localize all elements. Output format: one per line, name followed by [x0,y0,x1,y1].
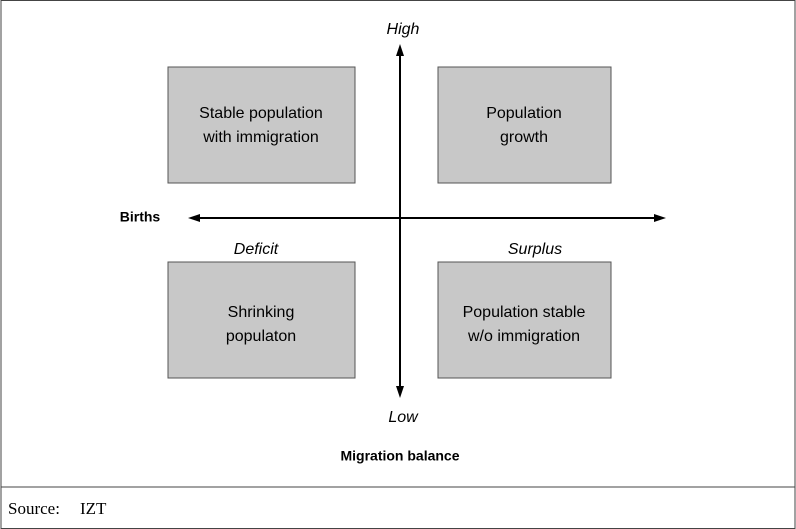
arrow-head [654,214,666,222]
arrow-head [188,214,200,222]
quadrant-text: Population [486,105,562,122]
quadrant-text: Stable population [199,105,323,122]
axis-label: Deficit [234,241,279,258]
quadrant-text: populaton [226,328,296,345]
quadrant-box [437,66,612,184]
axis-label: Births [120,209,161,225]
arrow-head [396,386,404,398]
quadrant-text: Population stable [463,304,586,321]
axis-label: Migration balance [340,448,459,464]
quadrant-text: Shrinking [228,304,295,321]
quadrant-box [167,66,356,184]
arrow-head [396,44,404,56]
quadrant-text: w/o immigration [467,328,580,345]
quadrant-text: growth [500,129,548,146]
quadrant-box [167,261,356,379]
quadrant-box [437,261,612,379]
source-value: IZT [80,499,107,518]
quadrant-text: with immigration [202,129,319,146]
axis-label: Low [388,409,419,426]
axis-label: Surplus [508,241,562,258]
axis-label: High [387,21,420,38]
source-label: Source: [8,499,60,518]
